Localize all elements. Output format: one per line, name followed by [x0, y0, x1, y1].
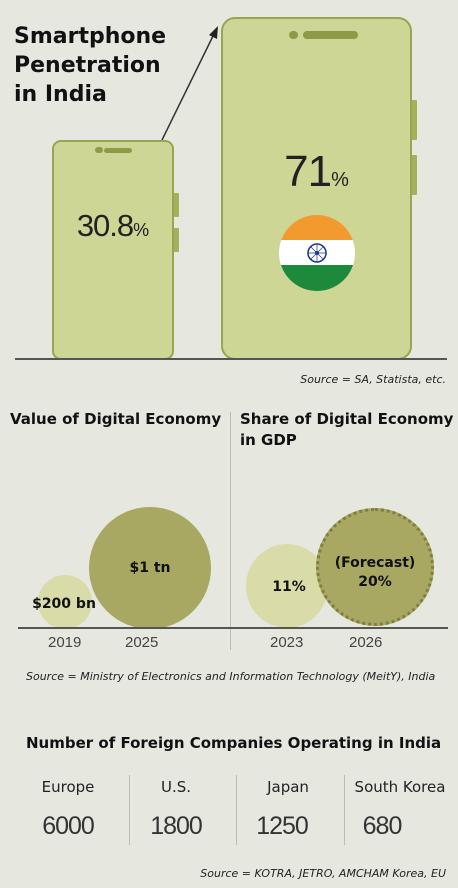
baseline	[15, 358, 447, 360]
column-divider	[236, 775, 237, 845]
phone-after: 71%	[221, 17, 412, 360]
penetration-before: 30.8%	[76, 208, 150, 243]
count-japan: 1250	[256, 812, 309, 840]
country-south-korea: South Korea	[354, 778, 446, 796]
page-title: Smartphone Penetration in India	[14, 24, 167, 107]
penetration-after: 71%	[284, 147, 349, 196]
bubble-label: $1 tn	[129, 560, 171, 576]
year-label: 2026	[349, 634, 383, 651]
bubble-2019	[38, 575, 92, 629]
foreign-source: Source = KOTRA, JETRO, AMCHAM Korea, EU	[200, 867, 446, 880]
country-japan: Japan	[267, 778, 309, 796]
camera-dot	[289, 31, 298, 39]
digital-share-title: Share of Digital Economy in GDP	[240, 410, 454, 449]
digital-value-title: Value of Digital Economy	[10, 410, 222, 428]
bubble-label: (Forecast) 20%	[334, 555, 416, 590]
bubble-2023	[246, 544, 328, 628]
penetration-source: Source = SA, Statista, etc.	[300, 373, 446, 386]
growth-arrow	[161, 26, 218, 141]
bubble-2025	[89, 507, 211, 629]
country-us: U.S.	[160, 778, 192, 796]
count-europe: 6000	[42, 812, 95, 840]
count-us: 1800	[150, 812, 203, 840]
economy-source: Source = Ministry of Electronics and Inf…	[26, 670, 436, 683]
india-flag-icon	[279, 215, 355, 291]
side-button	[174, 193, 179, 217]
camera-dot	[95, 147, 103, 153]
foreign-companies-title: Number of Foreign Companies Operating in…	[26, 734, 442, 752]
phone-before: 30.8%	[52, 140, 174, 360]
speaker-slot	[104, 148, 132, 153]
side-button	[412, 100, 417, 140]
column-divider	[129, 775, 130, 845]
bubble-2026-forecast	[316, 508, 434, 626]
year-label: 2025	[125, 634, 159, 651]
bubble-label: $200 bn	[32, 596, 96, 612]
column-divider	[344, 775, 345, 845]
year-label: 2023	[270, 634, 304, 651]
section-divider	[230, 412, 231, 650]
bubble-label: 11%	[272, 579, 306, 595]
baseline	[18, 627, 448, 629]
side-button	[174, 228, 179, 252]
side-button	[412, 155, 417, 195]
speaker-slot	[303, 31, 358, 39]
count-south-korea: 680	[362, 812, 403, 840]
country-europe: Europe	[41, 778, 95, 796]
year-label: 2019	[48, 634, 82, 651]
